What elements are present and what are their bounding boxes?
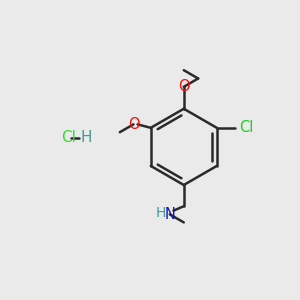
Text: Cl: Cl: [239, 120, 253, 135]
Text: N: N: [165, 207, 176, 222]
Text: H: H: [81, 130, 92, 145]
Text: Cl: Cl: [61, 130, 76, 145]
Text: O: O: [178, 79, 190, 94]
Text: O: O: [128, 117, 139, 132]
Text: H: H: [155, 206, 166, 220]
